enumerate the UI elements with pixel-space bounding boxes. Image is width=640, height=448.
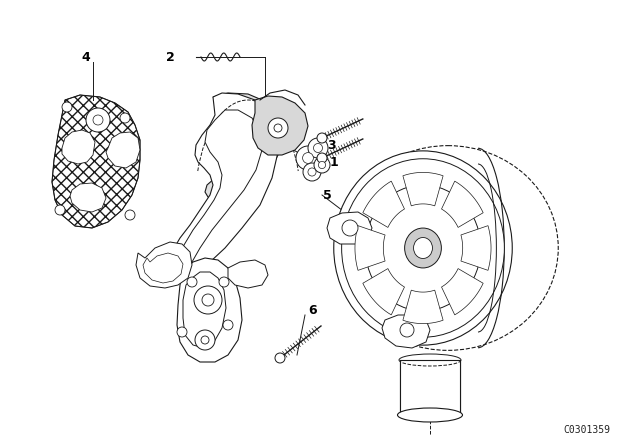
Polygon shape (70, 183, 106, 212)
Polygon shape (106, 132, 140, 168)
Circle shape (195, 330, 215, 350)
Text: 1: 1 (330, 155, 339, 168)
Circle shape (223, 320, 233, 330)
Polygon shape (442, 181, 483, 228)
Circle shape (303, 163, 321, 181)
Text: C0301359: C0301359 (563, 425, 610, 435)
Polygon shape (327, 212, 372, 244)
Polygon shape (170, 93, 278, 278)
Circle shape (201, 336, 209, 344)
Polygon shape (461, 226, 491, 270)
Circle shape (93, 115, 103, 125)
Polygon shape (252, 96, 308, 155)
Circle shape (86, 108, 110, 132)
Circle shape (303, 153, 314, 164)
Polygon shape (205, 93, 280, 200)
Polygon shape (442, 268, 483, 315)
Circle shape (268, 118, 288, 138)
Circle shape (202, 294, 214, 306)
Circle shape (314, 157, 330, 173)
Circle shape (194, 286, 222, 314)
Polygon shape (183, 272, 226, 348)
Circle shape (275, 353, 285, 363)
Circle shape (296, 146, 320, 170)
Polygon shape (136, 242, 192, 288)
Polygon shape (228, 260, 268, 288)
Circle shape (400, 323, 414, 337)
Polygon shape (363, 181, 404, 228)
Circle shape (125, 210, 135, 220)
Circle shape (317, 153, 327, 163)
Polygon shape (62, 130, 95, 164)
Ellipse shape (342, 159, 504, 337)
Text: 6: 6 (308, 303, 317, 316)
Circle shape (314, 143, 323, 152)
Polygon shape (363, 268, 404, 315)
Circle shape (317, 133, 327, 143)
Polygon shape (400, 360, 460, 415)
Circle shape (55, 205, 65, 215)
Polygon shape (403, 290, 443, 323)
Polygon shape (403, 172, 443, 206)
Circle shape (120, 113, 130, 123)
Circle shape (342, 220, 358, 236)
Ellipse shape (333, 151, 512, 345)
Circle shape (62, 102, 72, 112)
Text: 5: 5 (323, 189, 332, 202)
Polygon shape (355, 226, 385, 270)
Circle shape (177, 327, 187, 337)
Text: 2: 2 (166, 51, 175, 64)
Circle shape (308, 138, 328, 158)
Circle shape (319, 161, 326, 168)
Text: 4: 4 (81, 51, 90, 64)
Circle shape (308, 168, 316, 176)
Text: 3: 3 (327, 138, 335, 151)
Polygon shape (382, 315, 430, 348)
Ellipse shape (413, 237, 433, 258)
Circle shape (187, 277, 197, 287)
Polygon shape (143, 253, 183, 283)
Circle shape (274, 124, 282, 132)
Polygon shape (178, 110, 262, 272)
Ellipse shape (404, 228, 442, 268)
Polygon shape (177, 258, 242, 362)
Ellipse shape (338, 146, 558, 350)
Ellipse shape (365, 185, 481, 311)
Circle shape (219, 277, 229, 287)
Polygon shape (52, 95, 140, 228)
Ellipse shape (397, 408, 463, 422)
